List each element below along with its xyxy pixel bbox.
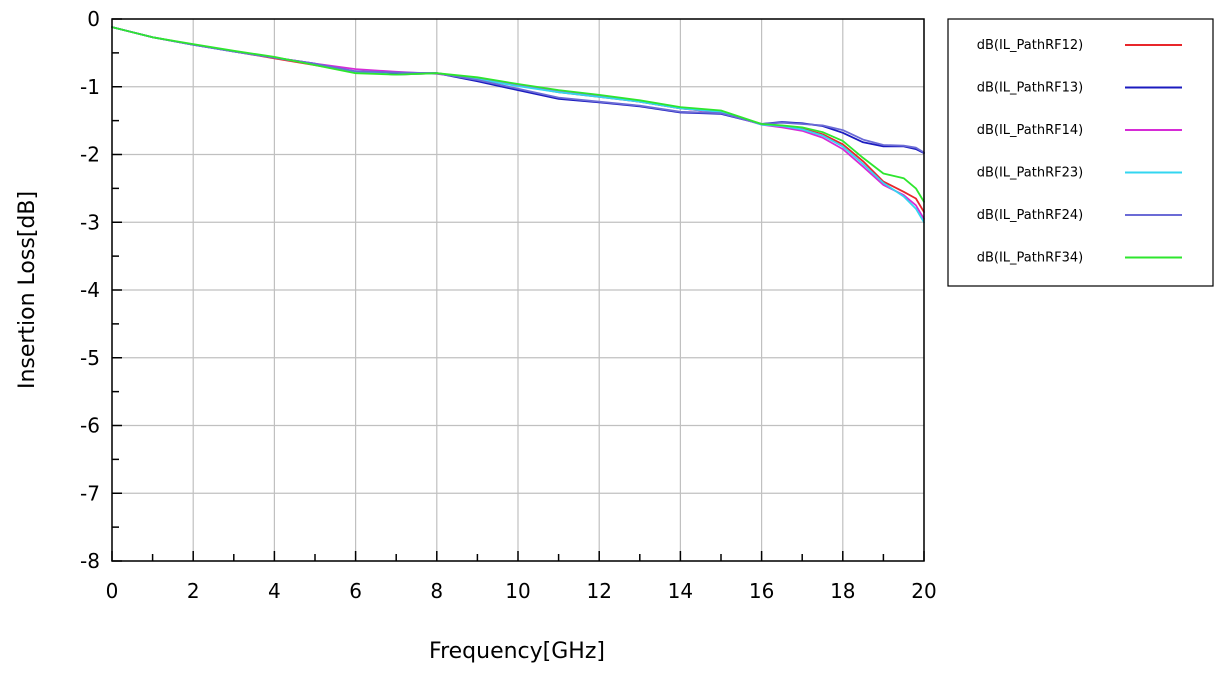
- y-tick-label: -6: [80, 414, 100, 438]
- legend: dB(IL_PathRF12) dB(IL_PathRF13) dB(IL_Path…: [947, 18, 1214, 287]
- plot-frame: [111, 18, 925, 562]
- x-tick-label: 4: [268, 579, 281, 603]
- legend-label: dB(IL_PathRF13): [977, 81, 1084, 96]
- legend-label: dB(IL_PathRF34): [977, 251, 1084, 266]
- y-tick-label: -1: [80, 75, 100, 99]
- legend-box: [947, 18, 1214, 287]
- y-tick-labels: 0 -1 -2 -3 -4 -5 -6 -7 -8: [80, 7, 100, 573]
- y-tick-label: -4: [80, 278, 100, 302]
- y-tick-label: -8: [80, 549, 100, 573]
- x-tick-label: 0: [106, 579, 119, 603]
- legend-label: dB(IL_PathRF14): [977, 123, 1084, 138]
- series-line: [111, 26, 925, 203]
- x-tick-label: 20: [911, 579, 936, 603]
- x-tick-label: 10: [505, 579, 530, 603]
- y-tick-label: -7: [80, 481, 100, 505]
- y-tick-label: -2: [80, 143, 100, 167]
- legend-label: dB(IL_PathRF24): [977, 208, 1084, 223]
- y-axis-title: Insertion Loss[dB]: [15, 191, 40, 389]
- y-tick-label: 0: [87, 7, 100, 31]
- x-tick-label: 18: [830, 579, 855, 603]
- x-tick-label: 2: [187, 579, 200, 603]
- x-tick-label: 16: [749, 579, 774, 603]
- x-tick-label: 14: [668, 579, 693, 603]
- legend-label: dB(IL_PathRF23): [977, 166, 1084, 181]
- x-tick-label: 8: [430, 579, 443, 603]
- x-tick-label: 6: [349, 579, 362, 603]
- y-tick-label: -5: [80, 346, 100, 370]
- x-axis-title: Frequency[GHz]: [429, 639, 605, 664]
- legend-label: dB(IL_PathRF12): [977, 38, 1084, 53]
- x-tick-labels: 0 2 4 6 8 10 12 14 16 18 20: [106, 579, 937, 603]
- series-lines: [111, 26, 925, 224]
- y-tick-label: -3: [80, 210, 100, 234]
- legend-items: dB(IL_PathRF12) dB(IL_PathRF13) dB(IL_Path…: [977, 38, 1182, 266]
- x-tick-label: 12: [586, 579, 611, 603]
